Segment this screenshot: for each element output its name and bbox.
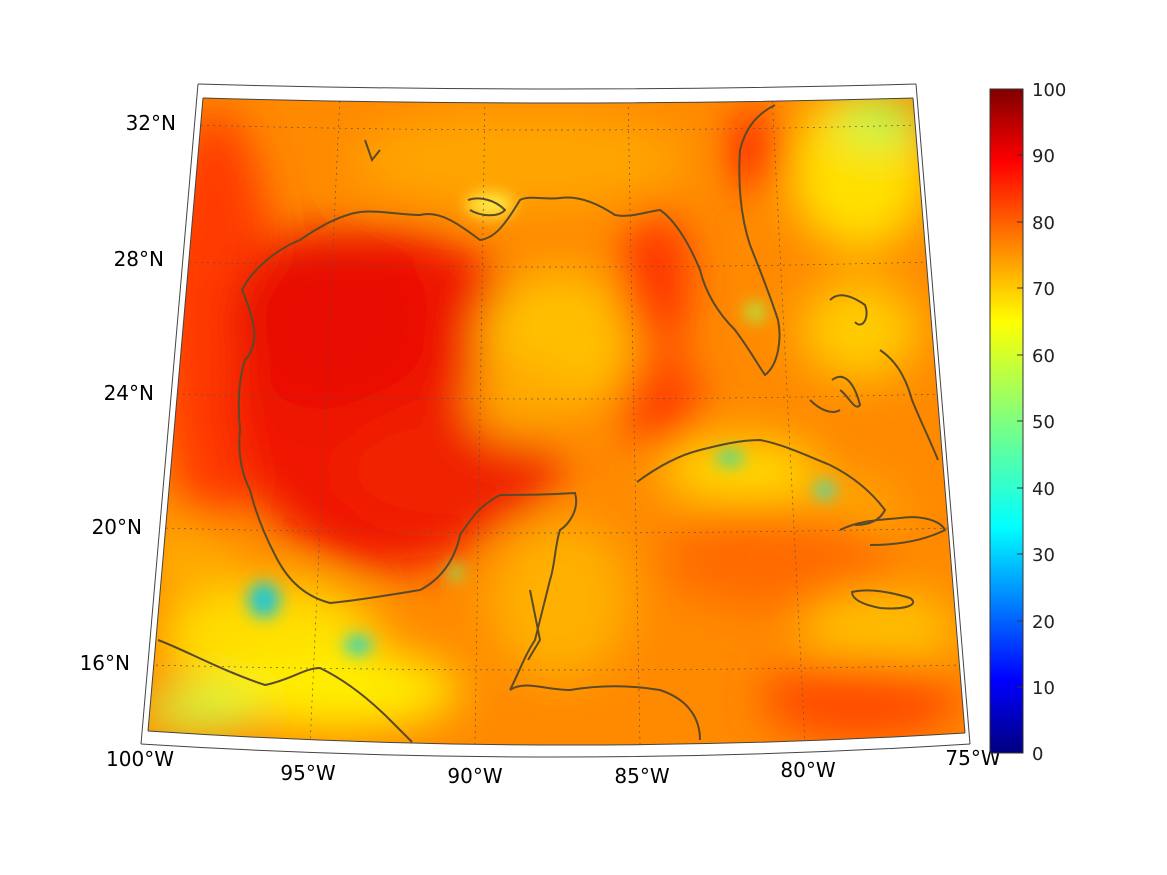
- lon-label-95: 95°W: [280, 761, 335, 785]
- lon-label-100: 100°W: [106, 747, 174, 771]
- lon-label-80: 80°W: [780, 758, 835, 782]
- map-frame: [140, 83, 971, 758]
- colorbar-ticks: [1017, 154, 1023, 688]
- longitude-labels: 100°W 95°W 90°W 85°W 80°W 75°W: [106, 746, 1001, 788]
- colorbar-label-0: 0: [1032, 744, 1043, 765]
- colorbar-label-60: 60: [1032, 346, 1055, 367]
- lat-label-24: 24°N: [104, 381, 154, 405]
- colorbar-label-30: 30: [1032, 545, 1055, 566]
- lat-label-32: 32°N: [126, 111, 176, 135]
- lat-label-28: 28°N: [114, 247, 164, 271]
- colorbar-label-20: 20: [1032, 612, 1055, 633]
- colorbar-label-90: 90: [1032, 146, 1055, 167]
- colorbar-label-100: 100: [1032, 80, 1066, 101]
- colorbar: 100 90 80 70 60 50 40 30 20 10 0: [989, 80, 1066, 765]
- colorbar-label-10: 10: [1032, 678, 1055, 699]
- lat-label-16: 16°N: [80, 651, 130, 675]
- latitude-labels: 32°N 28°N 24°N 20°N 16°N: [80, 111, 176, 675]
- heatmap-field: [148, 98, 965, 746]
- graticule: [149, 98, 963, 746]
- lat-label-20: 20°N: [92, 515, 142, 539]
- coastlines: [157, 104, 947, 743]
- colorbar-label-70: 70: [1032, 279, 1055, 300]
- lon-label-90: 90°W: [447, 764, 502, 788]
- lon-label-85: 85°W: [614, 764, 669, 788]
- colorbar-label-80: 80: [1032, 213, 1055, 234]
- colorbar-label-40: 40: [1032, 479, 1055, 500]
- colorbar-label-50: 50: [1032, 412, 1055, 433]
